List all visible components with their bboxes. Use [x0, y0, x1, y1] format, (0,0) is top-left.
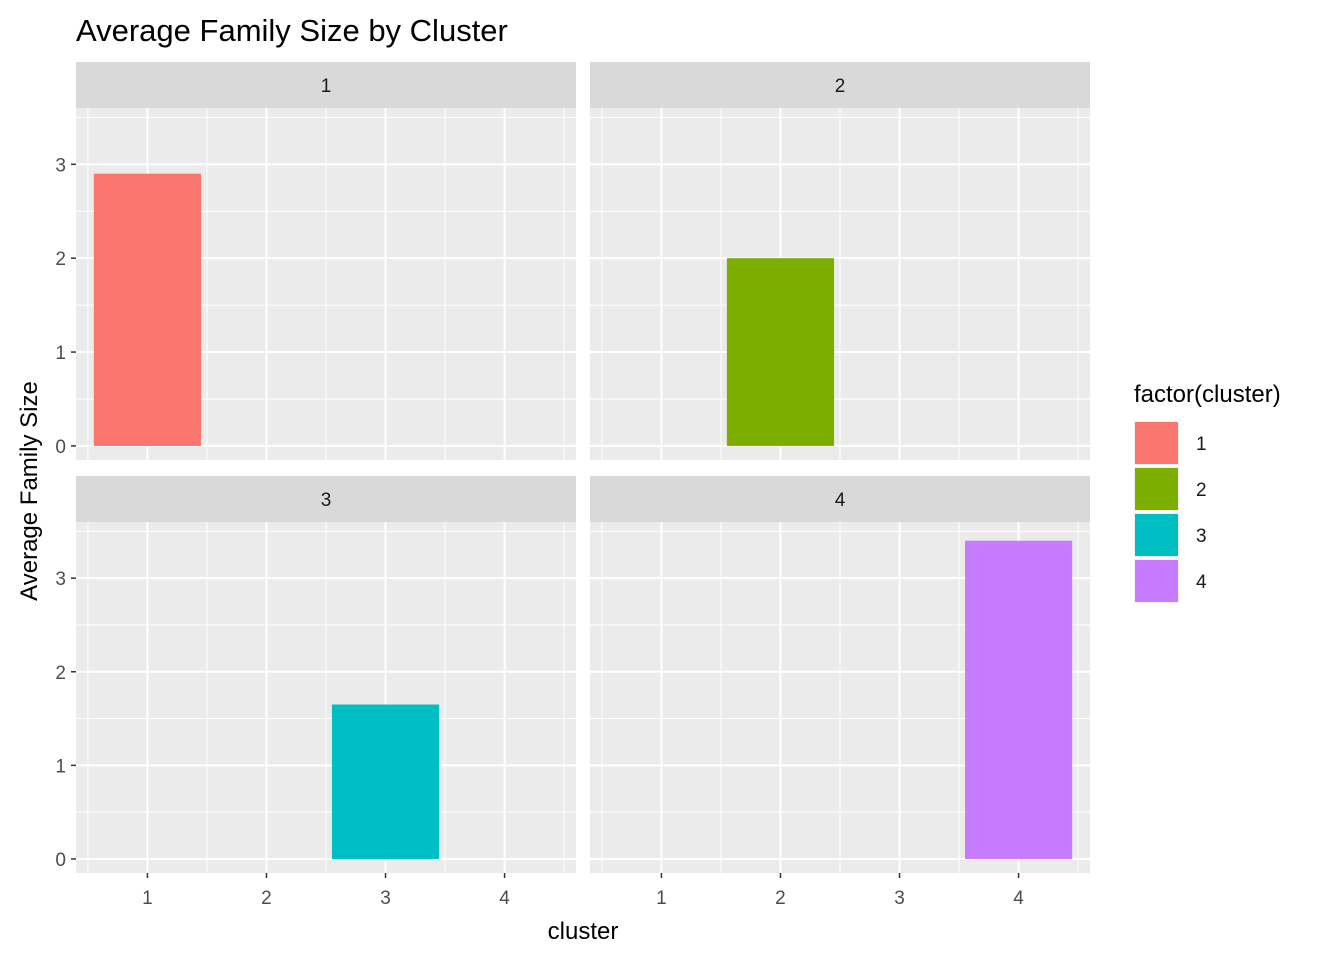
facet-panel-4: 4 1 2 3 4 — [590, 476, 1090, 909]
facet-strip-label: 1 — [321, 76, 332, 97]
y-tick-label: 2 — [55, 663, 66, 684]
x-axis-title: cluster — [548, 918, 619, 945]
y-tick-label: 3 — [55, 569, 66, 590]
y-tick-label: 0 — [55, 850, 66, 871]
x-tick-label: 2 — [775, 888, 786, 909]
facet-strip — [590, 62, 1090, 108]
x-tick-label: 4 — [499, 888, 510, 909]
legend-title: factor(cluster) — [1134, 381, 1281, 408]
facet-strip — [76, 62, 576, 108]
y-tick-label: 3 — [55, 155, 66, 176]
x-tick-label: 2 — [261, 888, 272, 909]
bar-cluster-4 — [965, 540, 1073, 859]
facet-panels: 1 0 1 2 3 2 3 0 1 2 3 1 2 3 4 4 1 2 3 4 — [55, 62, 1090, 909]
legend-label-2: 2 — [1196, 480, 1207, 501]
x-tick-label: 1 — [142, 888, 153, 909]
facet-strip-label: 3 — [321, 490, 332, 511]
facet-strip — [590, 476, 1090, 522]
legend-swatch-4 — [1135, 560, 1178, 602]
legend-swatch-3 — [1135, 514, 1178, 556]
legend-swatch-2 — [1135, 468, 1178, 510]
chart-title: Average Family Size by Cluster — [76, 13, 508, 48]
legend-label-3: 3 — [1196, 526, 1207, 547]
x-tick-label: 3 — [380, 888, 391, 909]
bar-cluster-3 — [331, 704, 440, 859]
y-tick-label: 0 — [55, 437, 66, 458]
legend-label-4: 4 — [1196, 572, 1207, 593]
facet-panel-1: 1 0 1 2 3 — [55, 62, 576, 460]
facet-strip-label: 2 — [835, 76, 846, 97]
legend-label-1: 1 — [1196, 434, 1207, 455]
y-tick-label: 1 — [55, 756, 66, 777]
bar-cluster-2 — [726, 258, 835, 446]
x-tick-label: 3 — [894, 888, 905, 909]
x-tick-label: 1 — [656, 888, 667, 909]
facet-strip-label: 4 — [835, 490, 846, 511]
facet-strip — [76, 476, 576, 522]
x-tick-label: 4 — [1013, 888, 1024, 909]
y-tick-label: 2 — [55, 249, 66, 270]
legend: factor(cluster) 1 2 3 4 — [1134, 381, 1281, 603]
bar-cluster-1 — [93, 173, 201, 446]
facet-panel-2: 2 — [590, 62, 1090, 460]
facet-panel-3: 3 0 1 2 3 1 2 3 4 — [55, 476, 576, 909]
legend-swatch-1 — [1135, 422, 1178, 464]
y-tick-label: 1 — [55, 343, 66, 364]
y-axis-title: Average Family Size — [16, 381, 43, 601]
